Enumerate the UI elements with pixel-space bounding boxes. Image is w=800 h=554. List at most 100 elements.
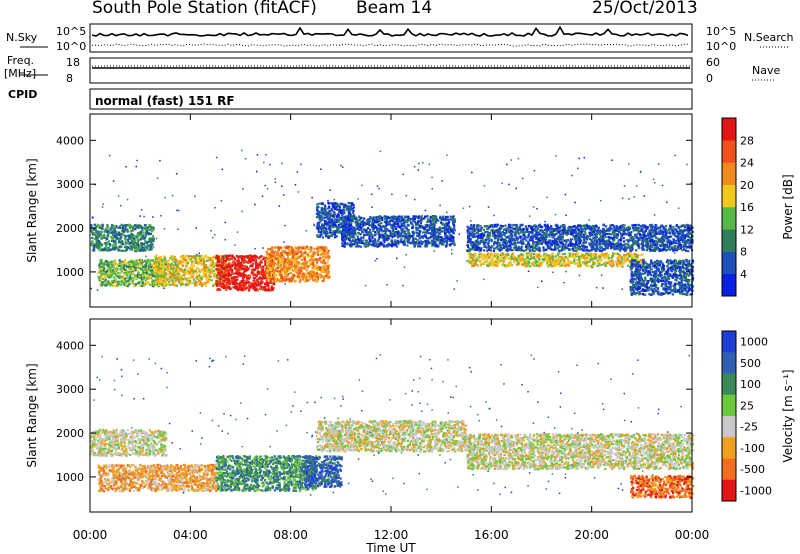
echo-cell (105, 245, 108, 248)
echo-cell (366, 233, 369, 236)
echo-cell (290, 247, 293, 250)
echo-cell (151, 284, 154, 288)
echo-cell (144, 231, 147, 234)
echo-cell (327, 227, 330, 230)
echo-cell (98, 262, 102, 265)
echo-cell (225, 282, 228, 285)
echo-cell (195, 276, 198, 279)
echo-cell (242, 255, 245, 258)
echo-cell (316, 215, 319, 218)
echo-cell (238, 288, 241, 291)
echo-cell (304, 272, 308, 275)
echo-cell (168, 276, 171, 279)
echo-cell (99, 226, 102, 229)
noise-cell (417, 169, 419, 171)
echo-cell (173, 255, 176, 259)
echo-cell (228, 258, 231, 261)
echo-cell (320, 206, 323, 210)
echo-cell (328, 231, 331, 234)
echo-cell (392, 229, 395, 232)
echo-cell (419, 226, 422, 229)
echo-cell (114, 226, 117, 229)
echo-cell (323, 259, 326, 262)
echo-cell (282, 279, 285, 282)
noise-cell (597, 232, 600, 235)
echo-cell (134, 283, 138, 286)
echo-cell (121, 230, 124, 233)
echo-cell (107, 275, 110, 278)
echo-cell (321, 216, 324, 219)
echo-cell (332, 223, 335, 226)
echo-cell (571, 255, 574, 259)
echo-cell (104, 270, 107, 274)
echo-cell (292, 274, 295, 277)
echo-cell (122, 278, 125, 281)
echo-cell (442, 241, 445, 244)
echo-cell (404, 235, 407, 238)
echo-cell (359, 222, 362, 226)
echo-cell (286, 278, 290, 281)
noise-tick-low-left: 10^0 (56, 40, 86, 53)
echo-cell (352, 243, 356, 246)
echo-cell (369, 220, 372, 223)
echo-cell (252, 279, 255, 282)
echo-cell (104, 259, 108, 263)
noise-cell (354, 231, 356, 233)
echo-cell (321, 257, 324, 260)
echo-cell (168, 273, 171, 276)
noise-cell (453, 288, 455, 290)
echo-cell (354, 245, 357, 248)
echo-cell (277, 279, 280, 282)
echo-cell (389, 219, 392, 222)
echo-cell (262, 256, 266, 259)
echo-cell (204, 275, 207, 278)
echo-cell (277, 248, 280, 251)
echo-cell (234, 279, 238, 282)
echo-cell (209, 272, 212, 275)
echo-cell (100, 235, 103, 238)
echo-cell (351, 202, 354, 205)
echo-cell (228, 270, 231, 273)
echo-cell (368, 224, 371, 227)
echo-cell (273, 250, 276, 253)
echo-cell (342, 210, 345, 213)
echo-cell (256, 270, 259, 273)
echo-cell (181, 257, 184, 260)
echo-cell (260, 279, 263, 282)
echo-cell (256, 265, 259, 269)
echo-cell (152, 234, 155, 237)
echo-cell (347, 229, 350, 232)
echo-cell (237, 262, 240, 265)
echo-cell (145, 260, 148, 263)
noise-cell (241, 149, 243, 152)
noise-cell (565, 214, 567, 216)
noise-cell (224, 221, 227, 224)
echo-cell (366, 220, 369, 223)
echo-cell (429, 241, 432, 244)
echo-cell (136, 236, 139, 239)
echo-cell (435, 243, 438, 246)
echo-cell (441, 227, 444, 230)
echo-cell (228, 286, 231, 289)
echo-cell (344, 224, 347, 227)
echo-cell (216, 261, 219, 264)
echo-cell (325, 246, 328, 249)
noise-cell (177, 209, 180, 212)
echo-cell (258, 277, 261, 280)
noise-cell (117, 195, 120, 197)
echo-cell (123, 261, 126, 264)
echo-cell (174, 281, 177, 284)
echo-cell (450, 234, 453, 237)
echo-cell (183, 268, 187, 272)
echo-cell (225, 254, 228, 257)
echo-cell (350, 223, 353, 226)
echo-cell (333, 211, 336, 214)
noise-cell (565, 270, 567, 273)
echo-cell (359, 226, 362, 230)
noise-cell (374, 259, 376, 262)
echo-cell (269, 279, 273, 283)
echo-cell (396, 240, 399, 244)
echo-cell (341, 239, 344, 242)
echo-cell (292, 254, 295, 257)
echo-cell (182, 278, 185, 281)
